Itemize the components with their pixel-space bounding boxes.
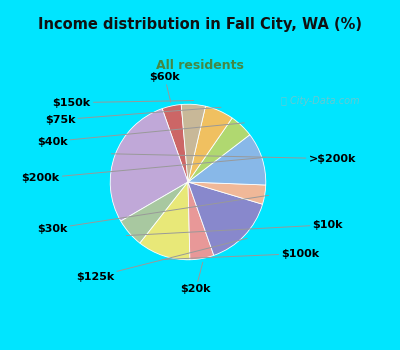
Wedge shape	[188, 182, 266, 204]
Wedge shape	[188, 118, 250, 182]
Wedge shape	[181, 104, 206, 182]
Wedge shape	[121, 182, 188, 243]
Text: $20k: $20k	[180, 262, 211, 294]
Text: Income distribution in Fall City, WA (%): Income distribution in Fall City, WA (%)	[38, 17, 362, 32]
Text: $200k: $200k	[22, 157, 266, 183]
Wedge shape	[188, 182, 262, 256]
Text: $75k: $75k	[45, 107, 221, 125]
Wedge shape	[110, 108, 188, 221]
Text: Ⓣ City-Data.com: Ⓣ City-Data.com	[281, 96, 359, 106]
Text: All residents: All residents	[156, 59, 244, 72]
Text: $125k: $125k	[76, 238, 247, 282]
Wedge shape	[162, 105, 188, 182]
Wedge shape	[188, 135, 266, 185]
Wedge shape	[188, 106, 232, 182]
Wedge shape	[188, 182, 214, 260]
Wedge shape	[140, 182, 190, 260]
Text: $60k: $60k	[149, 72, 180, 102]
Text: $10k: $10k	[126, 220, 343, 236]
Text: >$200k: >$200k	[111, 154, 356, 164]
Text: $150k: $150k	[53, 98, 194, 108]
Text: $30k: $30k	[37, 195, 268, 234]
Text: $100k: $100k	[162, 248, 320, 259]
Text: $40k: $40k	[37, 123, 244, 147]
